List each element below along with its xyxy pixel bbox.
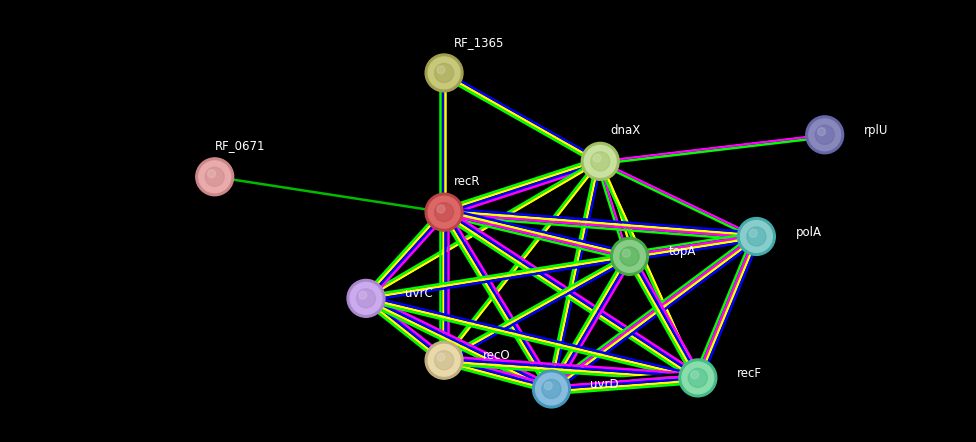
Circle shape <box>614 240 645 272</box>
Circle shape <box>818 128 826 136</box>
Circle shape <box>536 373 567 405</box>
Circle shape <box>208 170 216 178</box>
Circle shape <box>593 154 601 162</box>
Circle shape <box>199 161 230 193</box>
Circle shape <box>426 193 463 231</box>
Circle shape <box>809 119 840 151</box>
Circle shape <box>434 351 454 370</box>
Circle shape <box>747 227 766 246</box>
Circle shape <box>542 379 561 399</box>
Circle shape <box>428 196 460 228</box>
Circle shape <box>434 202 454 222</box>
Circle shape <box>437 353 445 361</box>
Circle shape <box>815 125 834 145</box>
Circle shape <box>806 116 843 154</box>
Circle shape <box>611 237 648 275</box>
Circle shape <box>682 362 713 394</box>
Text: uvrC: uvrC <box>405 287 432 301</box>
Circle shape <box>434 63 454 83</box>
Circle shape <box>347 279 385 317</box>
Text: uvrD: uvrD <box>590 378 619 391</box>
Text: polA: polA <box>795 225 822 239</box>
Circle shape <box>545 382 552 390</box>
Circle shape <box>585 145 616 177</box>
Text: recF: recF <box>737 367 762 380</box>
Circle shape <box>738 217 775 255</box>
Text: topA: topA <box>669 245 696 259</box>
Circle shape <box>428 344 460 376</box>
Text: RF_1365: RF_1365 <box>454 36 505 49</box>
Circle shape <box>623 249 630 257</box>
Circle shape <box>679 359 716 397</box>
Text: rplU: rplU <box>864 124 888 137</box>
Circle shape <box>620 247 639 266</box>
Text: dnaX: dnaX <box>610 124 640 137</box>
Circle shape <box>590 152 610 171</box>
Circle shape <box>426 341 463 379</box>
Text: recR: recR <box>454 175 480 188</box>
Circle shape <box>741 221 772 252</box>
Circle shape <box>688 368 708 388</box>
Circle shape <box>196 158 233 196</box>
Circle shape <box>437 66 445 74</box>
Circle shape <box>359 291 367 299</box>
Circle shape <box>426 54 463 92</box>
Circle shape <box>691 371 699 379</box>
Text: recO: recO <box>483 349 510 362</box>
Text: RF_0671: RF_0671 <box>215 140 265 152</box>
Circle shape <box>350 282 382 314</box>
Circle shape <box>356 289 376 308</box>
Circle shape <box>428 57 460 89</box>
Circle shape <box>437 205 445 213</box>
Circle shape <box>533 370 570 408</box>
Circle shape <box>750 229 757 237</box>
Circle shape <box>205 167 224 187</box>
Circle shape <box>582 142 619 180</box>
